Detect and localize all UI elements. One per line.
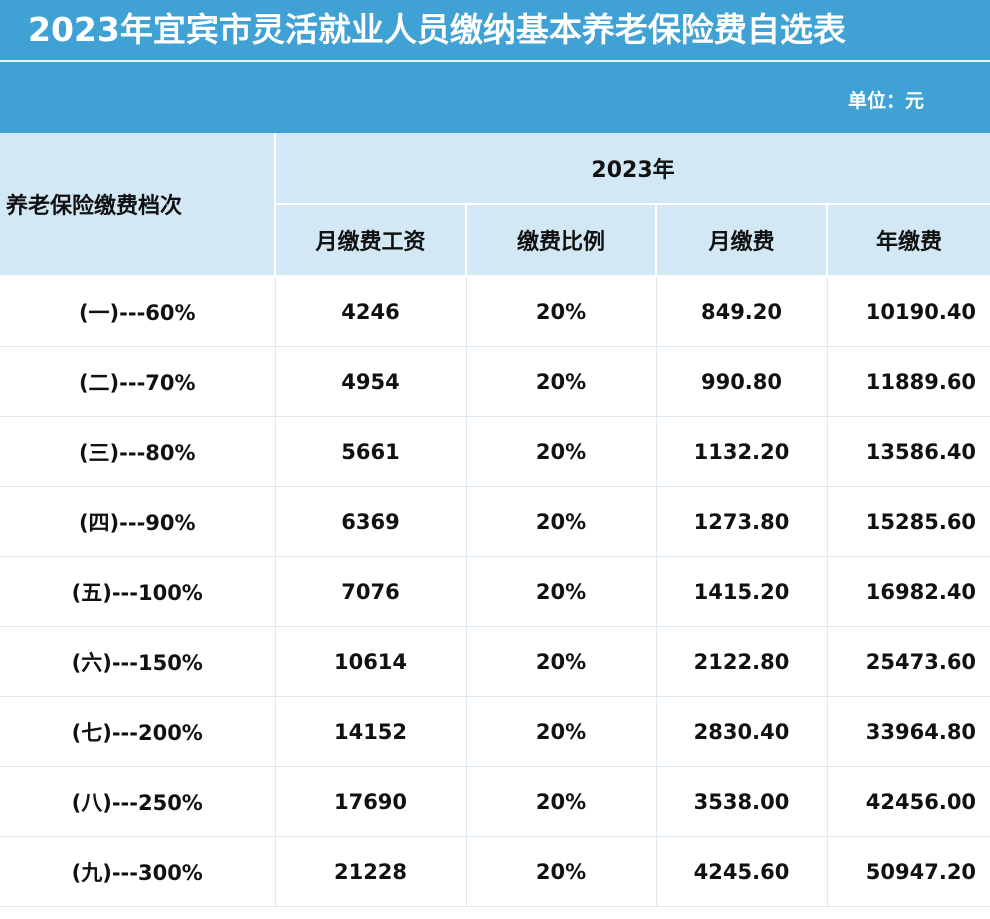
cell-monthly: 2122.80	[655, 626, 827, 697]
cell-annual: 15285.60	[826, 486, 990, 557]
table-row: (七)---200% 14152 20% 2830.40 33964.80	[0, 696, 990, 767]
cell-wage: 4954	[274, 346, 466, 417]
cell-monthly: 1132.20	[655, 416, 827, 487]
table-row: (二)---70% 4954 20% 990.80 11889.60	[0, 346, 990, 417]
cell-level: (八)---250%	[0, 766, 275, 837]
cell-monthly: 3538.00	[655, 766, 827, 837]
header-row-columns: 月缴费工资 缴费比例 月缴费 年缴费	[0, 204, 990, 277]
cell-annual: 33964.80	[826, 696, 990, 767]
table-row: (五)---100% 7076 20% 1415.20 16982.40	[0, 556, 990, 627]
cell-wage: 17690	[274, 766, 466, 837]
header-monthly-wage: 月缴费工资	[274, 204, 466, 277]
cell-level: (一)---60%	[0, 276, 275, 347]
cell-level: (七)---200%	[0, 696, 275, 767]
cell-annual: 11889.60	[826, 346, 990, 417]
header-monthly-fee: 月缴费	[655, 204, 827, 277]
cell-monthly: 990.80	[655, 346, 827, 417]
table-row: (四)---90% 6369 20% 1273.80 15285.60	[0, 486, 990, 557]
cell-monthly: 2830.40	[655, 696, 827, 767]
header-year: 2023年	[273, 133, 990, 205]
table-row: (三)---80% 5661 20% 1132.20 13586.40	[0, 416, 990, 487]
unit-label: 单位：元	[847, 90, 924, 112]
cell-level: (二)---70%	[0, 346, 275, 417]
header-level: 养老保险缴费档次	[0, 133, 275, 277]
cell-monthly: 1415.20	[655, 556, 827, 627]
cell-level: (六)---150%	[0, 626, 275, 697]
cell-wage: 4246	[274, 276, 466, 347]
cell-annual: 50947.20	[826, 836, 990, 907]
cell-rate: 20%	[465, 486, 656, 557]
cell-rate: 20%	[465, 836, 656, 907]
table-header: 养老保险缴费档次 2023年 月缴费工资 缴费比例 月缴费 年缴费	[0, 133, 990, 277]
header-row-year: 养老保险缴费档次 2023年	[0, 133, 990, 277]
table-body: (一)---60% 4246 20% 849.20 10190.40 (二)--…	[0, 276, 990, 907]
cell-annual: 16982.40	[826, 556, 990, 627]
unit-bar: 单位：元	[0, 62, 990, 133]
cell-wage: 5661	[274, 416, 466, 487]
header-rate: 缴费比例	[465, 204, 656, 277]
contribution-table: 养老保险缴费档次 2023年 月缴费工资 缴费比例 月缴费 年缴费 (一)---…	[0, 133, 990, 907]
cell-rate: 20%	[465, 766, 656, 837]
cell-annual: 13586.40	[826, 416, 990, 487]
table-title: 2023年宜宾市灵活就业人员缴纳基本养老保险费自选表	[0, 0, 990, 62]
cell-level: (九)---300%	[0, 836, 275, 907]
cell-monthly: 849.20	[655, 276, 827, 347]
table-row: (九)---300% 21228 20% 4245.60 50947.20	[0, 836, 990, 907]
cell-rate: 20%	[465, 696, 656, 767]
table-row: (六)---150% 10614 20% 2122.80 25473.60	[0, 626, 990, 697]
cell-wage: 10614	[274, 626, 466, 697]
cell-wage: 14152	[274, 696, 466, 767]
cell-rate: 20%	[465, 626, 656, 697]
cell-monthly: 4245.60	[655, 836, 827, 907]
cell-rate: 20%	[465, 416, 656, 487]
cell-wage: 21228	[274, 836, 466, 907]
cell-wage: 6369	[274, 486, 466, 557]
cell-rate: 20%	[465, 276, 656, 347]
header-annual-fee: 年缴费	[825, 204, 990, 277]
cell-rate: 20%	[465, 346, 656, 417]
cell-level: (三)---80%	[0, 416, 275, 487]
cell-annual: 25473.60	[826, 626, 990, 697]
cell-monthly: 1273.80	[655, 486, 827, 557]
cell-annual: 10190.40	[826, 276, 990, 347]
cell-level: (五)---100%	[0, 556, 275, 627]
cell-rate: 20%	[465, 556, 656, 627]
cell-wage: 7076	[274, 556, 466, 627]
table-row: (八)---250% 17690 20% 3538.00 42456.00	[0, 766, 990, 837]
cell-level: (四)---90%	[0, 486, 275, 557]
cell-annual: 42456.00	[826, 766, 990, 837]
table-row: (一)---60% 4246 20% 849.20 10190.40	[0, 276, 990, 347]
